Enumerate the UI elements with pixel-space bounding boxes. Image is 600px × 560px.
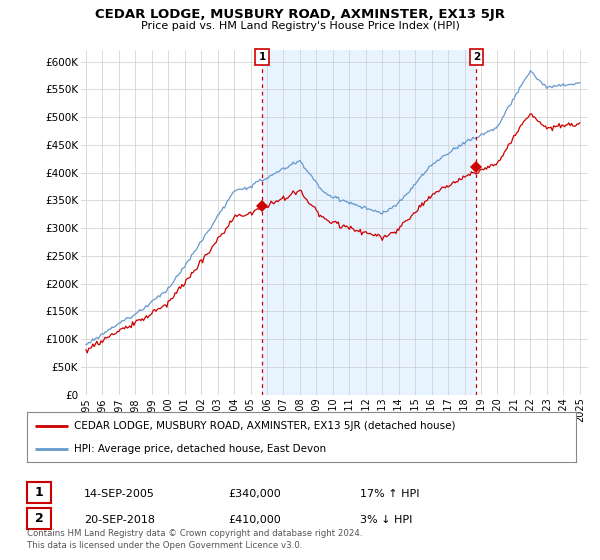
Text: £410,000: £410,000 xyxy=(228,515,281,525)
Text: Contains HM Land Registry data © Crown copyright and database right 2024.
This d: Contains HM Land Registry data © Crown c… xyxy=(27,529,362,550)
Text: 14-SEP-2005: 14-SEP-2005 xyxy=(84,489,155,499)
Text: £340,000: £340,000 xyxy=(228,489,281,499)
Text: HPI: Average price, detached house, East Devon: HPI: Average price, detached house, East… xyxy=(74,445,326,454)
Text: 2: 2 xyxy=(473,52,480,62)
Text: CEDAR LODGE, MUSBURY ROAD, AXMINSTER, EX13 5JR: CEDAR LODGE, MUSBURY ROAD, AXMINSTER, EX… xyxy=(95,8,505,21)
Text: 2: 2 xyxy=(35,512,43,525)
Text: 1: 1 xyxy=(35,486,43,500)
Text: 3% ↓ HPI: 3% ↓ HPI xyxy=(360,515,412,525)
Bar xyxy=(262,50,476,395)
Text: CEDAR LODGE, MUSBURY ROAD, AXMINSTER, EX13 5JR (detached house): CEDAR LODGE, MUSBURY ROAD, AXMINSTER, EX… xyxy=(74,421,455,431)
Text: 1: 1 xyxy=(259,52,266,62)
Text: 20-SEP-2018: 20-SEP-2018 xyxy=(84,515,155,525)
Text: Price paid vs. HM Land Registry's House Price Index (HPI): Price paid vs. HM Land Registry's House … xyxy=(140,21,460,31)
Text: 17% ↑ HPI: 17% ↑ HPI xyxy=(360,489,419,499)
